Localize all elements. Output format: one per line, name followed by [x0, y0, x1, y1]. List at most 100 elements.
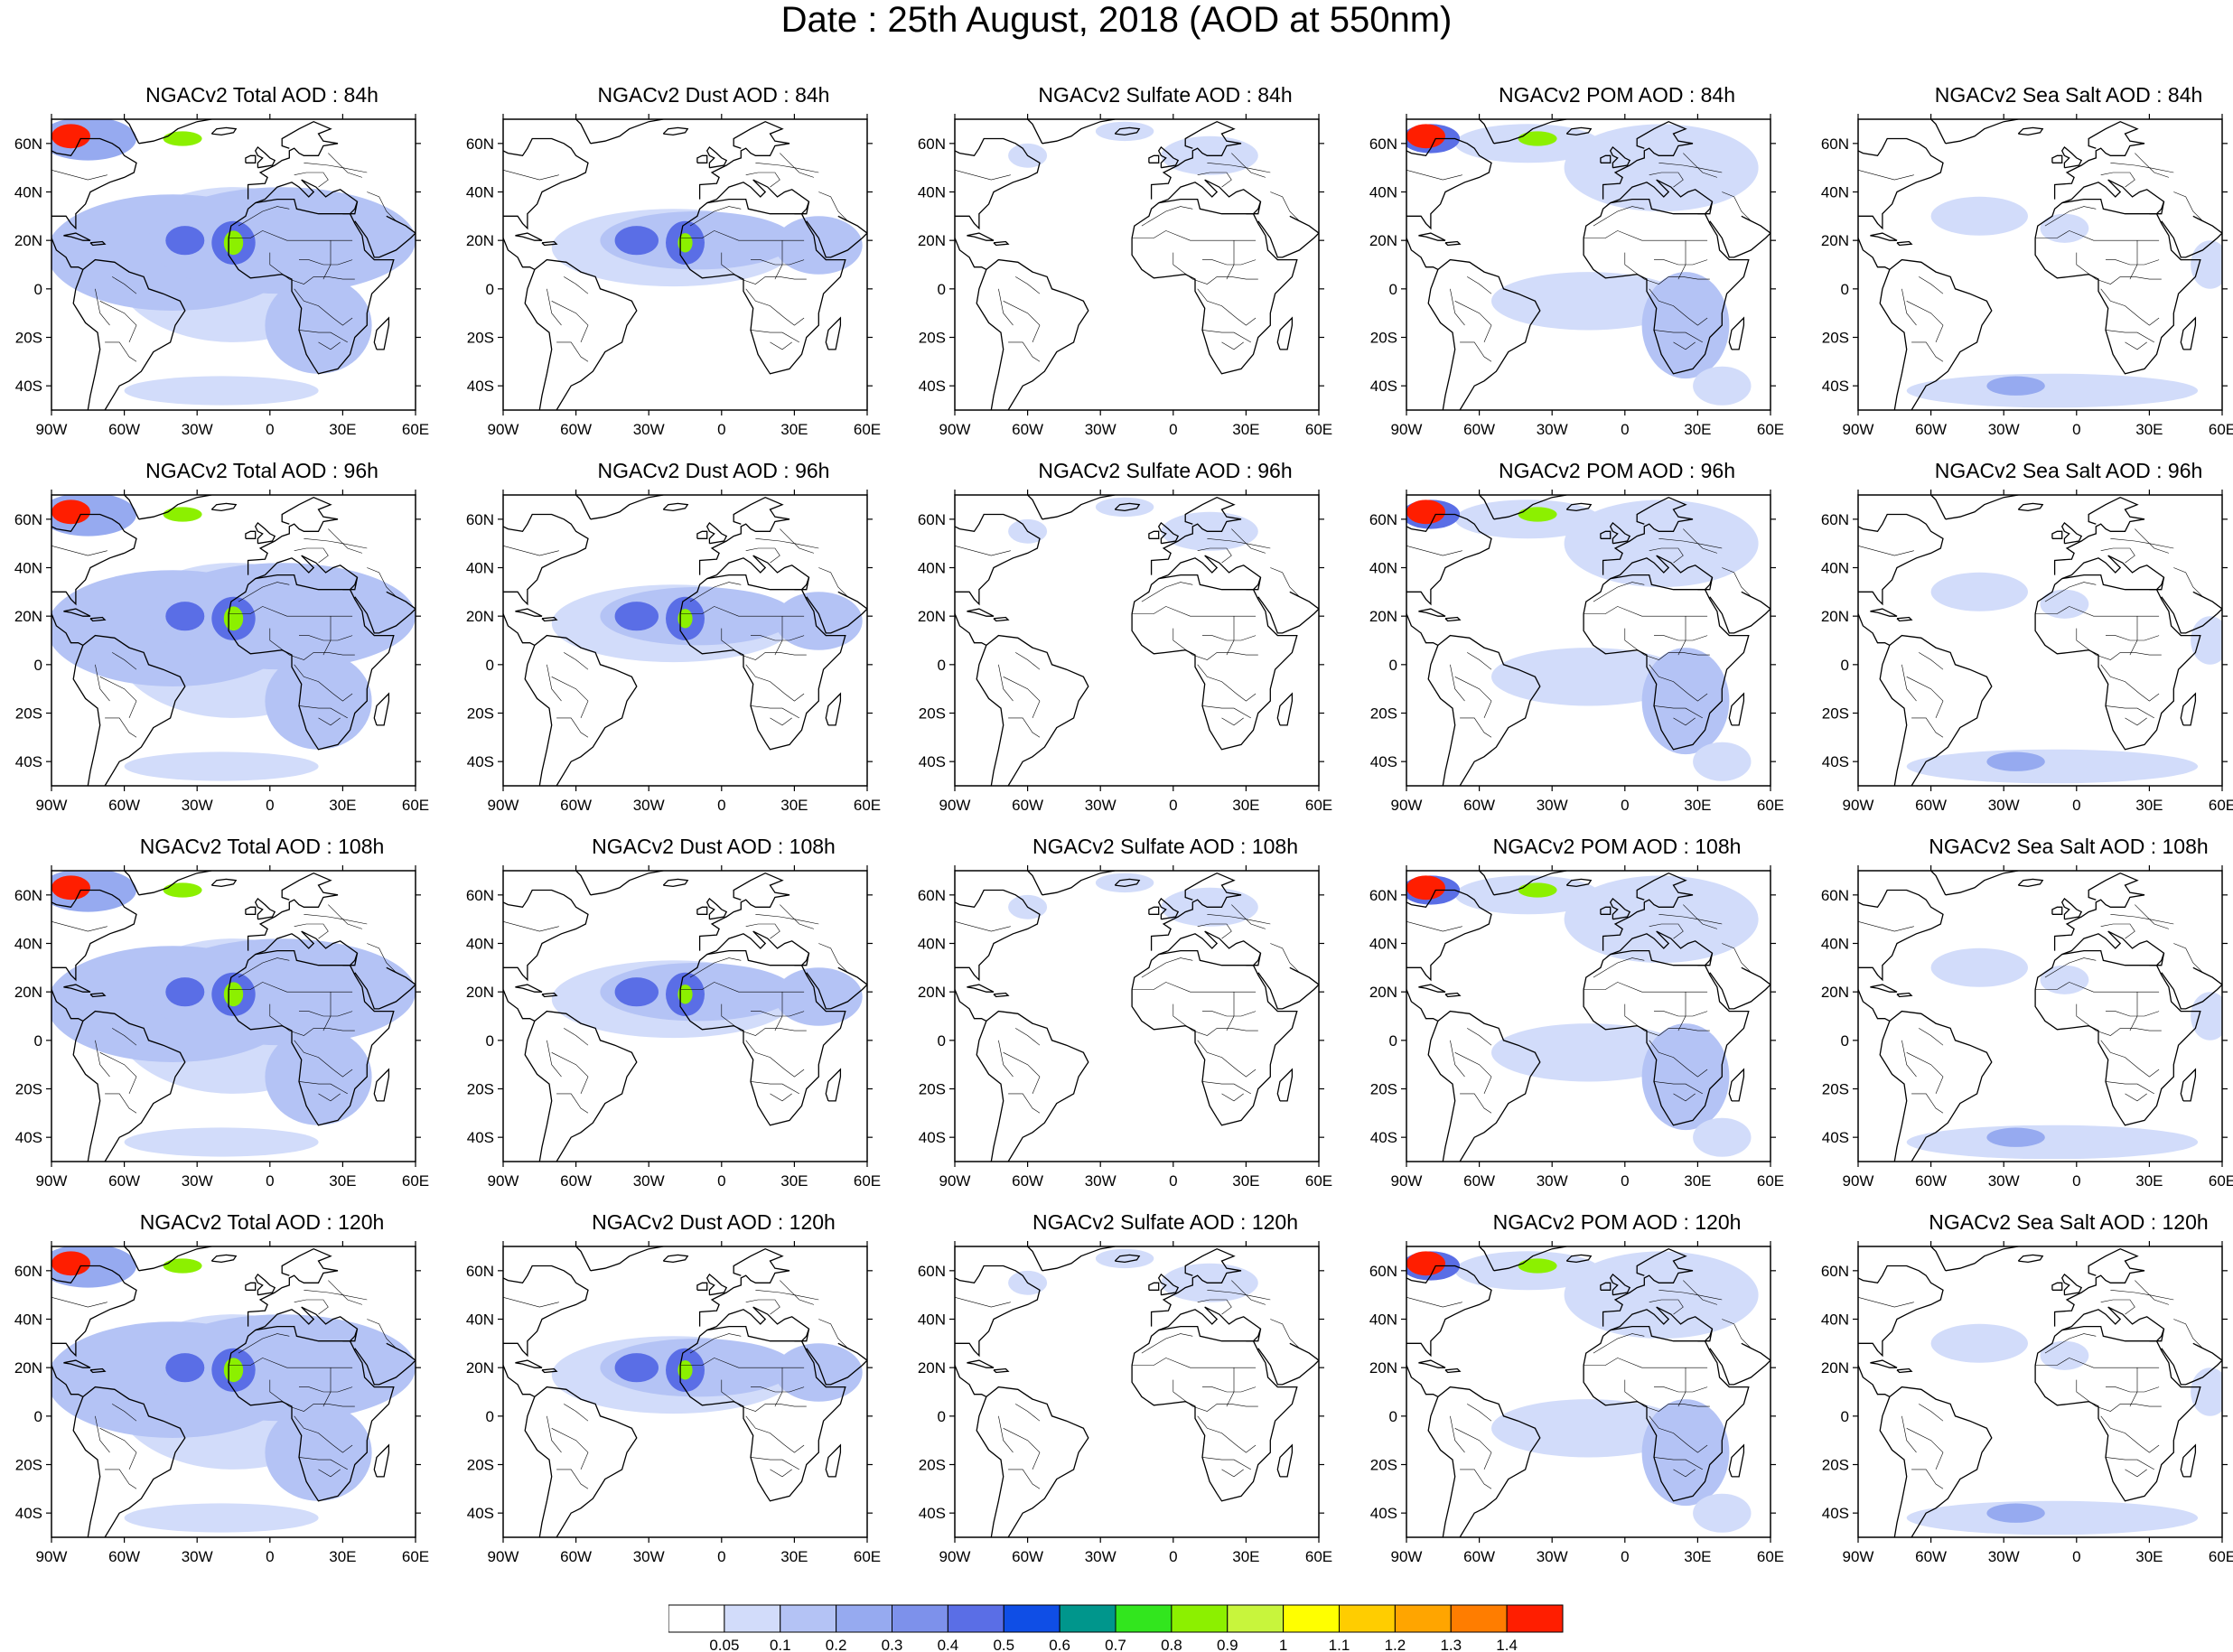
aod-plume: [1693, 1493, 1752, 1533]
coastline: [1879, 645, 1908, 786]
coastline: [698, 872, 790, 951]
coastline: [1879, 269, 1908, 410]
lat-tick-label: 40S: [1370, 1129, 1397, 1146]
lat-tick-label: 0: [34, 1032, 42, 1050]
coastline: [210, 502, 238, 512]
lat-tick-label: 20N: [466, 232, 494, 249]
lat-tick-label: 60N: [1369, 135, 1397, 153]
coastline: [706, 1306, 810, 1342]
coastline: [2149, 201, 2165, 215]
country-border: [2129, 616, 2138, 656]
map-panel: NGACv2 Dust AOD : 96h 90W 60W 30W 0 30E 60E 60N…: [466, 459, 953, 834]
country-border: [1624, 1003, 1710, 1036]
country-border: [1197, 1040, 1257, 1078]
country-border: [1858, 170, 1914, 181]
coastline: [1930, 871, 1947, 896]
map-plot: 90W 60W 30W 0 30E 60E 60N 40N 20N 0 20S 40S: [1369, 865, 1784, 1190]
coastline: [503, 137, 589, 230]
country-border: [689, 582, 742, 602]
coastline: [2053, 120, 2145, 200]
country-border: [780, 153, 814, 178]
coastline: [247, 496, 339, 575]
coastline: [2060, 1273, 2083, 1296]
country-border: [269, 252, 355, 285]
coastline: [1148, 530, 1160, 539]
lat-tick-label: 0: [486, 1408, 494, 1425]
coastline: [575, 871, 592, 896]
lat-tick-label: 60N: [1821, 511, 1849, 528]
country-border: [1003, 1428, 1041, 1470]
country-border: [1901, 288, 1917, 326]
lon-tick-label: 90W: [1391, 1548, 1423, 1565]
aod-plume: [1406, 124, 1445, 149]
coastline: [254, 521, 276, 545]
coastline: [1418, 232, 1446, 241]
coastline: [825, 1068, 842, 1102]
country-border: [304, 914, 368, 925]
lon-tick-label: 60E: [2209, 1548, 2233, 1565]
aod-plume: [1518, 131, 1557, 146]
country-border: [780, 528, 814, 554]
coastline: [228, 198, 395, 375]
lat-tick-label: 0: [486, 1032, 494, 1050]
coastline: [1889, 634, 1993, 786]
coastline: [1148, 906, 1160, 915]
country-border: [1460, 1469, 1492, 1489]
country-border: [1132, 606, 1257, 617]
coastline: [1157, 897, 1180, 920]
coastline: [51, 1265, 137, 1358]
lon-tick-label: 30W: [1988, 421, 2020, 438]
country-border: [547, 288, 562, 326]
country-border: [1450, 1415, 1465, 1453]
country-border: [1015, 1404, 1041, 1422]
map-panel: NGACv2 POM AOD : 120h 90W 60W 30W 0 30E 60E 60N…: [1369, 1210, 1856, 1585]
aod-plume: [163, 882, 202, 898]
country-border: [2125, 1469, 2147, 1478]
country-border: [1584, 1358, 1708, 1368]
aod-plume: [1095, 1248, 1154, 1269]
lon-tick-label: 30E: [1684, 1172, 1711, 1190]
aod-plume: [165, 977, 205, 1007]
map-panel: NGACv2 Sulfate AOD : 96h 90W 60W 30W 0 30E 60E…: [918, 459, 1405, 834]
coastline: [1114, 126, 1141, 136]
country-border: [238, 206, 290, 227]
country-border: [298, 705, 348, 719]
country-border: [229, 1358, 353, 1368]
country-border: [1593, 582, 1645, 602]
country-border: [556, 1093, 589, 1114]
coastline: [72, 269, 101, 410]
lat-tick-label: 0: [938, 657, 946, 674]
coastline: [1565, 1254, 1593, 1264]
coastline: [515, 608, 543, 617]
lat-tick-label: 20N: [14, 232, 42, 249]
coastline: [794, 201, 810, 215]
aod-plume: [1518, 507, 1557, 522]
coastline: [541, 616, 558, 622]
lat-tick-label: 40N: [14, 936, 42, 953]
country-border: [2135, 904, 2169, 929]
country-border: [721, 252, 807, 285]
lon-tick-label: 30W: [1988, 1172, 2020, 1190]
lon-tick-label: 30W: [1085, 1172, 1116, 1190]
lon-tick-label: 90W: [36, 797, 68, 814]
coastline: [1444, 616, 1462, 622]
coastline: [1602, 496, 1694, 575]
country-border: [2100, 1040, 2160, 1078]
lat-tick-label: 20N: [918, 232, 946, 249]
country-border: [689, 206, 742, 227]
panel-title: NGACv2 Sulfate AOD : 108h: [1032, 835, 1299, 858]
lon-tick-label: 60W: [1463, 1172, 1495, 1190]
panel-title: NGACv2 Sea Salt AOD : 108h: [1929, 835, 2209, 858]
lat-tick-label: 20S: [467, 1457, 494, 1474]
coastline: [1158, 1306, 1262, 1342]
coastline: [679, 574, 846, 751]
lon-tick-label: 60E: [2209, 421, 2233, 438]
map-plot: 90W 60W 30W 0 30E 60E 60N 40N 20N 0 20S 40S: [1369, 1241, 1784, 1565]
map-plot: 90W 60W 30W 0 30E 60E 60N 40N 20N 0 20S 40S: [14, 490, 429, 814]
plot-frame: [1406, 118, 1771, 411]
coastline: [696, 530, 708, 539]
coastline: [1246, 953, 1262, 966]
lat-tick-label: 40S: [467, 378, 494, 395]
country-border: [1197, 1299, 1232, 1315]
map-panel: NGACv2 Sulfate AOD : 120h 90W 60W 30W 0 30E 60…: [918, 1210, 1405, 1585]
